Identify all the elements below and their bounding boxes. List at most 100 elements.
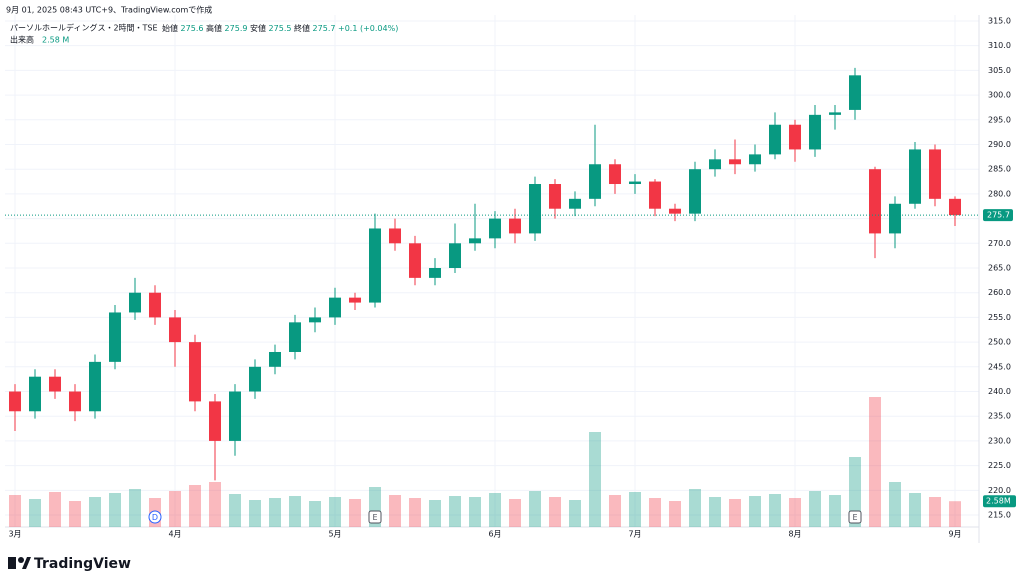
candle-body — [89, 361, 101, 412]
x-tick-label: 5月 — [328, 530, 341, 539]
candle-body — [789, 124, 801, 150]
y-tick-label: 280.0 — [988, 189, 1011, 198]
last-price-tag — [983, 209, 1013, 222]
candle-body — [629, 181, 641, 185]
candle-body — [469, 238, 481, 244]
volume-bar — [569, 500, 581, 527]
candle-body — [549, 184, 561, 209]
volume-label: 出来高 — [10, 35, 34, 45]
volume-bar — [69, 501, 81, 527]
candle-body — [209, 401, 221, 441]
volume-bar — [9, 495, 21, 527]
volume-bar — [129, 489, 141, 527]
volume-bar — [469, 497, 481, 527]
legend-item: 始値 — [162, 23, 178, 33]
logo-dot — [18, 557, 24, 563]
axes: 215.0 220.0 225.0 230.0 235.0 240.0 245.0 250.0… — [8, 16, 1016, 539]
candle-body — [569, 198, 581, 209]
y-tick-label: 315.0 — [988, 16, 1011, 25]
event-label: D — [152, 513, 158, 522]
x-tick-label: 3月 — [8, 530, 21, 539]
candle-body — [869, 169, 881, 234]
event-dividend — [148, 510, 162, 524]
logo-mark — [8, 557, 16, 569]
brand: TradingView — [8, 556, 131, 572]
volume-bar — [749, 496, 761, 527]
y-tick-label: 215.0 — [988, 511, 1011, 520]
event-label: E — [852, 513, 857, 522]
candle-body — [829, 112, 841, 115]
ohlc-legend: 始値 275.6 高値 275.9 安値 275.5 終値 275.7 +0.1… — [162, 23, 398, 33]
candle-body — [169, 317, 181, 343]
legend-item: 275.5 — [269, 24, 292, 33]
candle-body — [429, 268, 441, 278]
candle-body — [849, 75, 861, 110]
volume-bar — [269, 498, 281, 527]
volume-value: 2.58 M — [42, 36, 69, 45]
volume-bar — [389, 495, 401, 527]
y-tick-label: 225.0 — [988, 461, 1011, 470]
candle-body — [29, 376, 41, 412]
volume-bar — [589, 432, 601, 527]
candle-body — [949, 198, 961, 216]
brand-text: TradingView — [34, 556, 131, 572]
volume-bar — [809, 491, 821, 527]
volume-bar — [249, 500, 261, 527]
candle-body — [929, 149, 941, 199]
y-tick-label: 235.0 — [988, 412, 1011, 421]
volume-bar — [729, 499, 741, 527]
legend-item: 終値 — [294, 23, 310, 33]
volume-bar — [349, 499, 361, 527]
candle-body — [669, 208, 681, 214]
y-tick-label: 240.0 — [988, 387, 1011, 396]
volume-bar — [89, 497, 101, 527]
y-tick-label: 265.0 — [988, 264, 1011, 273]
volume-bar — [549, 497, 561, 527]
x-tick-label: 7月 — [628, 530, 641, 539]
candle-body — [289, 322, 301, 352]
y-tick-label: 255.0 — [988, 313, 1011, 322]
legend-item: 275.9 — [225, 24, 248, 33]
y-tick-label: 305.0 — [988, 66, 1011, 75]
candles — [5, 67, 979, 481]
candle-body — [389, 228, 401, 244]
volume-bar — [309, 501, 321, 527]
y-tick-label: 270.0 — [988, 239, 1011, 248]
y-tick-label: 285.0 — [988, 165, 1011, 174]
candle-body — [449, 243, 461, 268]
volume-tag — [983, 495, 1016, 508]
volume-tag-label: 2.58M — [986, 497, 1011, 506]
legend-item: 275.6 — [181, 24, 204, 33]
volume-bar — [449, 496, 461, 527]
volume-bar — [849, 457, 861, 527]
event-earnings — [368, 510, 382, 524]
candle-body — [909, 149, 921, 204]
candle-body — [589, 164, 601, 199]
volume-bar — [429, 500, 441, 527]
y-tick-label: 250.0 — [988, 338, 1011, 347]
candle-body — [69, 391, 81, 412]
candle-body — [709, 159, 721, 170]
candle-body — [889, 203, 901, 234]
symbol: パーソルホールディングス・2時間・TSE — [10, 23, 158, 33]
y-tick-label: 295.0 — [988, 115, 1011, 124]
candle-body — [509, 218, 521, 234]
volume-bar — [329, 497, 341, 527]
event-earnings — [848, 510, 862, 524]
logo-slash — [22, 557, 31, 569]
y-tick-label: 260.0 — [988, 288, 1011, 297]
volume-bar — [229, 494, 241, 527]
candle-body — [329, 297, 341, 318]
event-label: E — [372, 513, 377, 522]
volume-bar — [949, 501, 961, 527]
volume-bar — [49, 492, 61, 527]
volume-bar — [629, 492, 641, 527]
candle-body — [409, 243, 421, 278]
y-tick-label: 300.0 — [988, 91, 1011, 100]
volume-bar — [489, 493, 501, 527]
volume-bar — [209, 482, 221, 527]
candle-body — [349, 297, 361, 303]
y-tick-label: 230.0 — [988, 436, 1011, 445]
candle-body — [649, 181, 661, 209]
